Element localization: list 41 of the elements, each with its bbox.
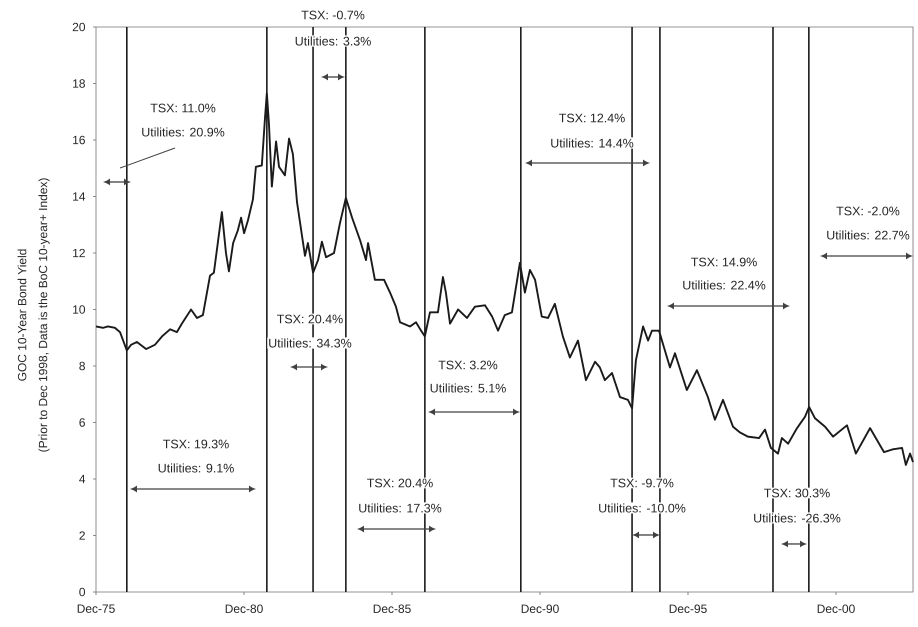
annotation: TSX: 12.4% (559, 114, 625, 122)
annotation: Utilities: 17.3% (359, 503, 442, 513)
y-tick-label: 2 (79, 531, 85, 540)
annotation: Utilities: 5.1% (430, 383, 506, 393)
annotation: Utilities: -26.3% (754, 513, 840, 523)
y-tick-label: 4 (79, 474, 86, 484)
annotation: TSX: 20.4% (367, 478, 433, 488)
y-tick-label: 14 (73, 192, 86, 201)
text: (Prior to Dec 1998, Data is the BoC 10-year+ Index) (38, 178, 50, 452)
text: TSX: -0.7% (301, 10, 364, 20)
annotation: TSX: -9.7% (610, 478, 674, 488)
annotation: TSX: 3.2% (438, 360, 498, 370)
x-tick-label: Dec-75 (78, 604, 115, 613)
annotation: Utilities: 22.7% (827, 230, 910, 240)
y-axis-title: GOC 10-Year Bond Yield (18, 249, 26, 381)
annotation: TSX: 20.4% (277, 314, 343, 324)
y-tick-label: 12 (73, 248, 85, 258)
annotation: TSX: 14.9% (691, 258, 757, 266)
y-tick-label: 6 (79, 418, 85, 427)
annotation: Utilities: 20.9% (142, 127, 224, 137)
annotation: Utilities: -10.0% (599, 503, 686, 513)
y-tick-label: 16 (73, 136, 85, 144)
annotation: Utilities: 22.4% (683, 280, 766, 290)
y-tick-label: 8 (79, 362, 85, 370)
x-tick-label: Dec-95 (670, 604, 707, 613)
y-tick-label: 0 (79, 588, 86, 596)
annotation: TSX: 30.3% (764, 488, 830, 498)
y-tick-label: 18 (73, 79, 85, 88)
annotation: TSX: 19.3% (163, 440, 229, 448)
annotation: Utilities: 34.3% (269, 338, 352, 348)
annotation: TSX: -2.0% (836, 206, 900, 216)
x-tick-label: Dec-00 (818, 604, 855, 613)
annotation: Utilities: 14.4% (551, 138, 634, 148)
x-tick-label: Dec-85 (374, 604, 411, 613)
annotation: Utilities: 9.1% (158, 463, 234, 473)
y-tick-label: 10 (73, 305, 86, 314)
y-tick-label: 20 (72, 22, 86, 32)
annotation: Utilities: 3.3% (296, 36, 371, 46)
x-tick-label: Dec-90 (522, 604, 559, 613)
annotation: TSX: 11.0% (150, 104, 216, 112)
x-tick-label: Dec-80 (226, 604, 263, 613)
